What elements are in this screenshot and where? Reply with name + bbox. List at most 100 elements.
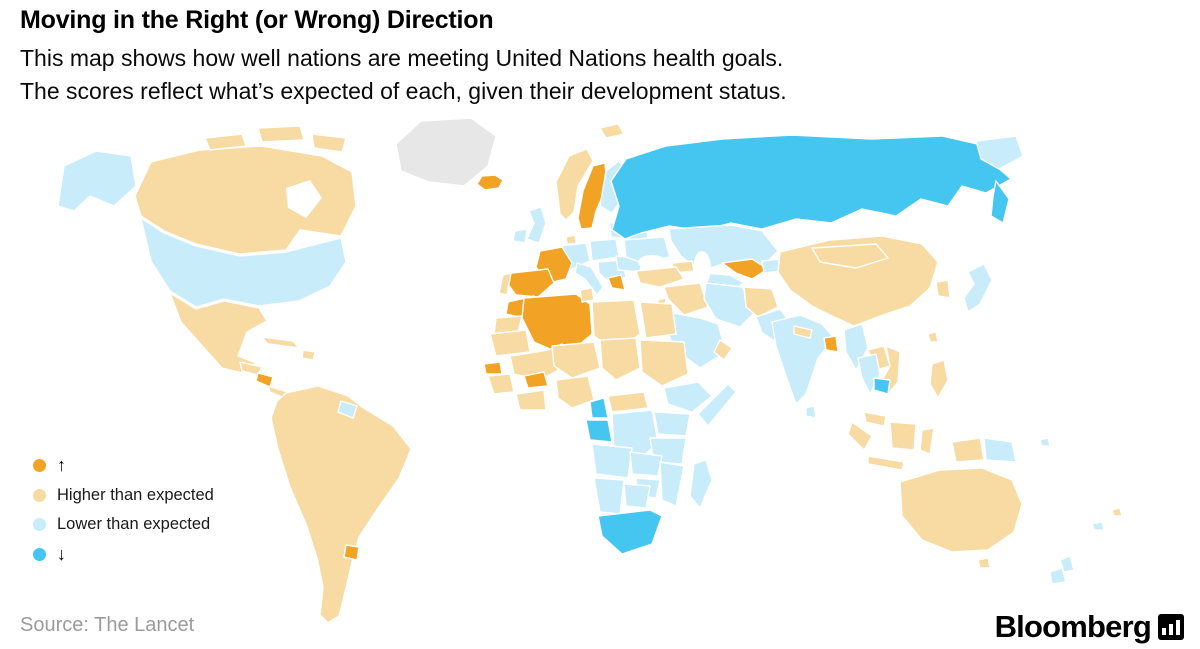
hudson-bay	[286, 180, 322, 218]
bloomberg-wordmark: Bloomberg	[994, 609, 1152, 644]
legend-label-lower: Lower than expected	[57, 515, 211, 534]
country-uruguay	[343, 544, 360, 561]
country-nepal	[793, 325, 813, 339]
country-cameroon	[589, 397, 609, 419]
country-nigeria	[555, 375, 595, 409]
country-papua-new-guinea	[983, 437, 1017, 463]
country-senegal	[483, 361, 503, 375]
country-mauritania	[489, 329, 531, 357]
bloomberg-chart-icon	[1158, 614, 1184, 640]
country-uk	[526, 206, 547, 244]
subtitle-line-1: This map shows how well nations are meet…	[20, 45, 784, 71]
country-central-african-republic	[607, 391, 649, 413]
region-south-america	[270, 385, 412, 624]
country-usa	[140, 217, 347, 308]
country-mozambique	[659, 461, 685, 507]
country-oman	[713, 339, 733, 361]
subtitle-line-2: The scores reflect what’s expected of ea…	[20, 78, 787, 104]
country-guinea	[487, 373, 515, 395]
country-greenland	[395, 117, 497, 187]
chart-subtitle: This map shows how well nations are meet…	[20, 42, 787, 108]
country-india	[771, 314, 835, 405]
country-mongolia	[811, 243, 889, 269]
country-cuba	[261, 336, 300, 349]
country-mexico	[169, 292, 268, 374]
country-madagascar	[689, 459, 713, 509]
legend-row-higher: Higher than expected	[33, 481, 214, 511]
country-canada-island-1	[204, 133, 247, 151]
country-ghana-ivory-coast	[515, 389, 547, 411]
country-poland	[589, 238, 620, 262]
country-spain	[506, 268, 555, 298]
country-nicaragua	[255, 372, 274, 388]
legend-dot-up	[33, 459, 46, 473]
country-south-africa	[597, 509, 663, 555]
legend-label-higher: Higher than expected	[57, 485, 214, 504]
country-svalbard	[599, 123, 625, 139]
country-sri-lanka	[805, 405, 817, 419]
bloomberg-logo: Bloomberg	[995, 609, 1184, 645]
country-tunisia	[579, 287, 595, 303]
country-iran	[703, 282, 757, 328]
source-credit: Source: The Lancet	[20, 614, 195, 636]
country-new-caledonia	[1091, 521, 1105, 531]
legend-dot-lower	[33, 518, 46, 532]
country-niger	[551, 341, 601, 379]
country-norway	[555, 148, 594, 221]
country-borneo	[889, 421, 917, 451]
country-guyanas	[337, 400, 358, 419]
legend-row-up: ↑	[33, 451, 214, 481]
country-somalia	[697, 383, 737, 427]
country-italy	[574, 262, 604, 296]
country-australia	[899, 467, 1023, 553]
country-fiji	[1111, 507, 1123, 517]
country-afghanistan	[743, 286, 779, 318]
country-denmark	[565, 234, 577, 245]
country-ethiopia	[663, 381, 713, 413]
legend-row-lower: Lower than expected	[33, 510, 214, 540]
country-taiwan	[927, 331, 939, 343]
caspian-sea	[693, 251, 711, 285]
map-legend: ↑ Higher than expected Lower than expect…	[33, 451, 214, 569]
country-iraq-syria	[663, 282, 709, 316]
country-iceland	[476, 174, 504, 191]
country-kenya-uganda	[653, 411, 691, 437]
country-korea	[935, 279, 951, 299]
country-kamchatka	[990, 180, 1010, 224]
country-turkey	[635, 266, 685, 288]
page-title: Moving in the Right (or Wrong) Direction	[20, 6, 494, 34]
country-hispaniola	[301, 349, 316, 361]
country-malaysia	[863, 411, 887, 427]
black-sea	[638, 255, 666, 269]
country-canada-island-3	[311, 133, 347, 153]
country-chad	[599, 337, 641, 381]
world-choropleth-map	[57, 117, 1123, 624]
country-sulawesi	[919, 427, 935, 455]
country-egypt	[639, 301, 677, 339]
country-philippines	[929, 359, 949, 399]
country-solomon-islands	[1039, 437, 1051, 447]
country-greece-albania	[607, 274, 626, 291]
country-uzbekistan	[721, 258, 769, 280]
chart-header: Moving in the Right (or Wrong) Direction…	[20, 6, 787, 108]
country-gabon-congo	[585, 419, 613, 443]
legend-dot-down	[33, 547, 46, 561]
country-botswana	[623, 483, 651, 509]
country-zambia	[629, 451, 663, 477]
country-portugal	[498, 272, 512, 296]
country-west-papua	[951, 437, 985, 463]
country-java	[867, 455, 905, 471]
country-ireland	[512, 228, 528, 244]
country-sumatra	[847, 421, 873, 451]
country-angola	[591, 443, 633, 479]
country-tasmania	[977, 557, 991, 569]
country-namibia	[593, 477, 625, 515]
country-cambodia	[873, 377, 891, 395]
country-bangladesh	[823, 335, 839, 353]
country-japan	[963, 263, 993, 313]
country-russia	[610, 134, 1017, 240]
legend-label-down-arrow: ↓	[57, 543, 66, 564]
country-burkina-faso	[523, 371, 549, 389]
country-alaska	[57, 150, 137, 212]
legend-dot-higher	[33, 488, 46, 502]
